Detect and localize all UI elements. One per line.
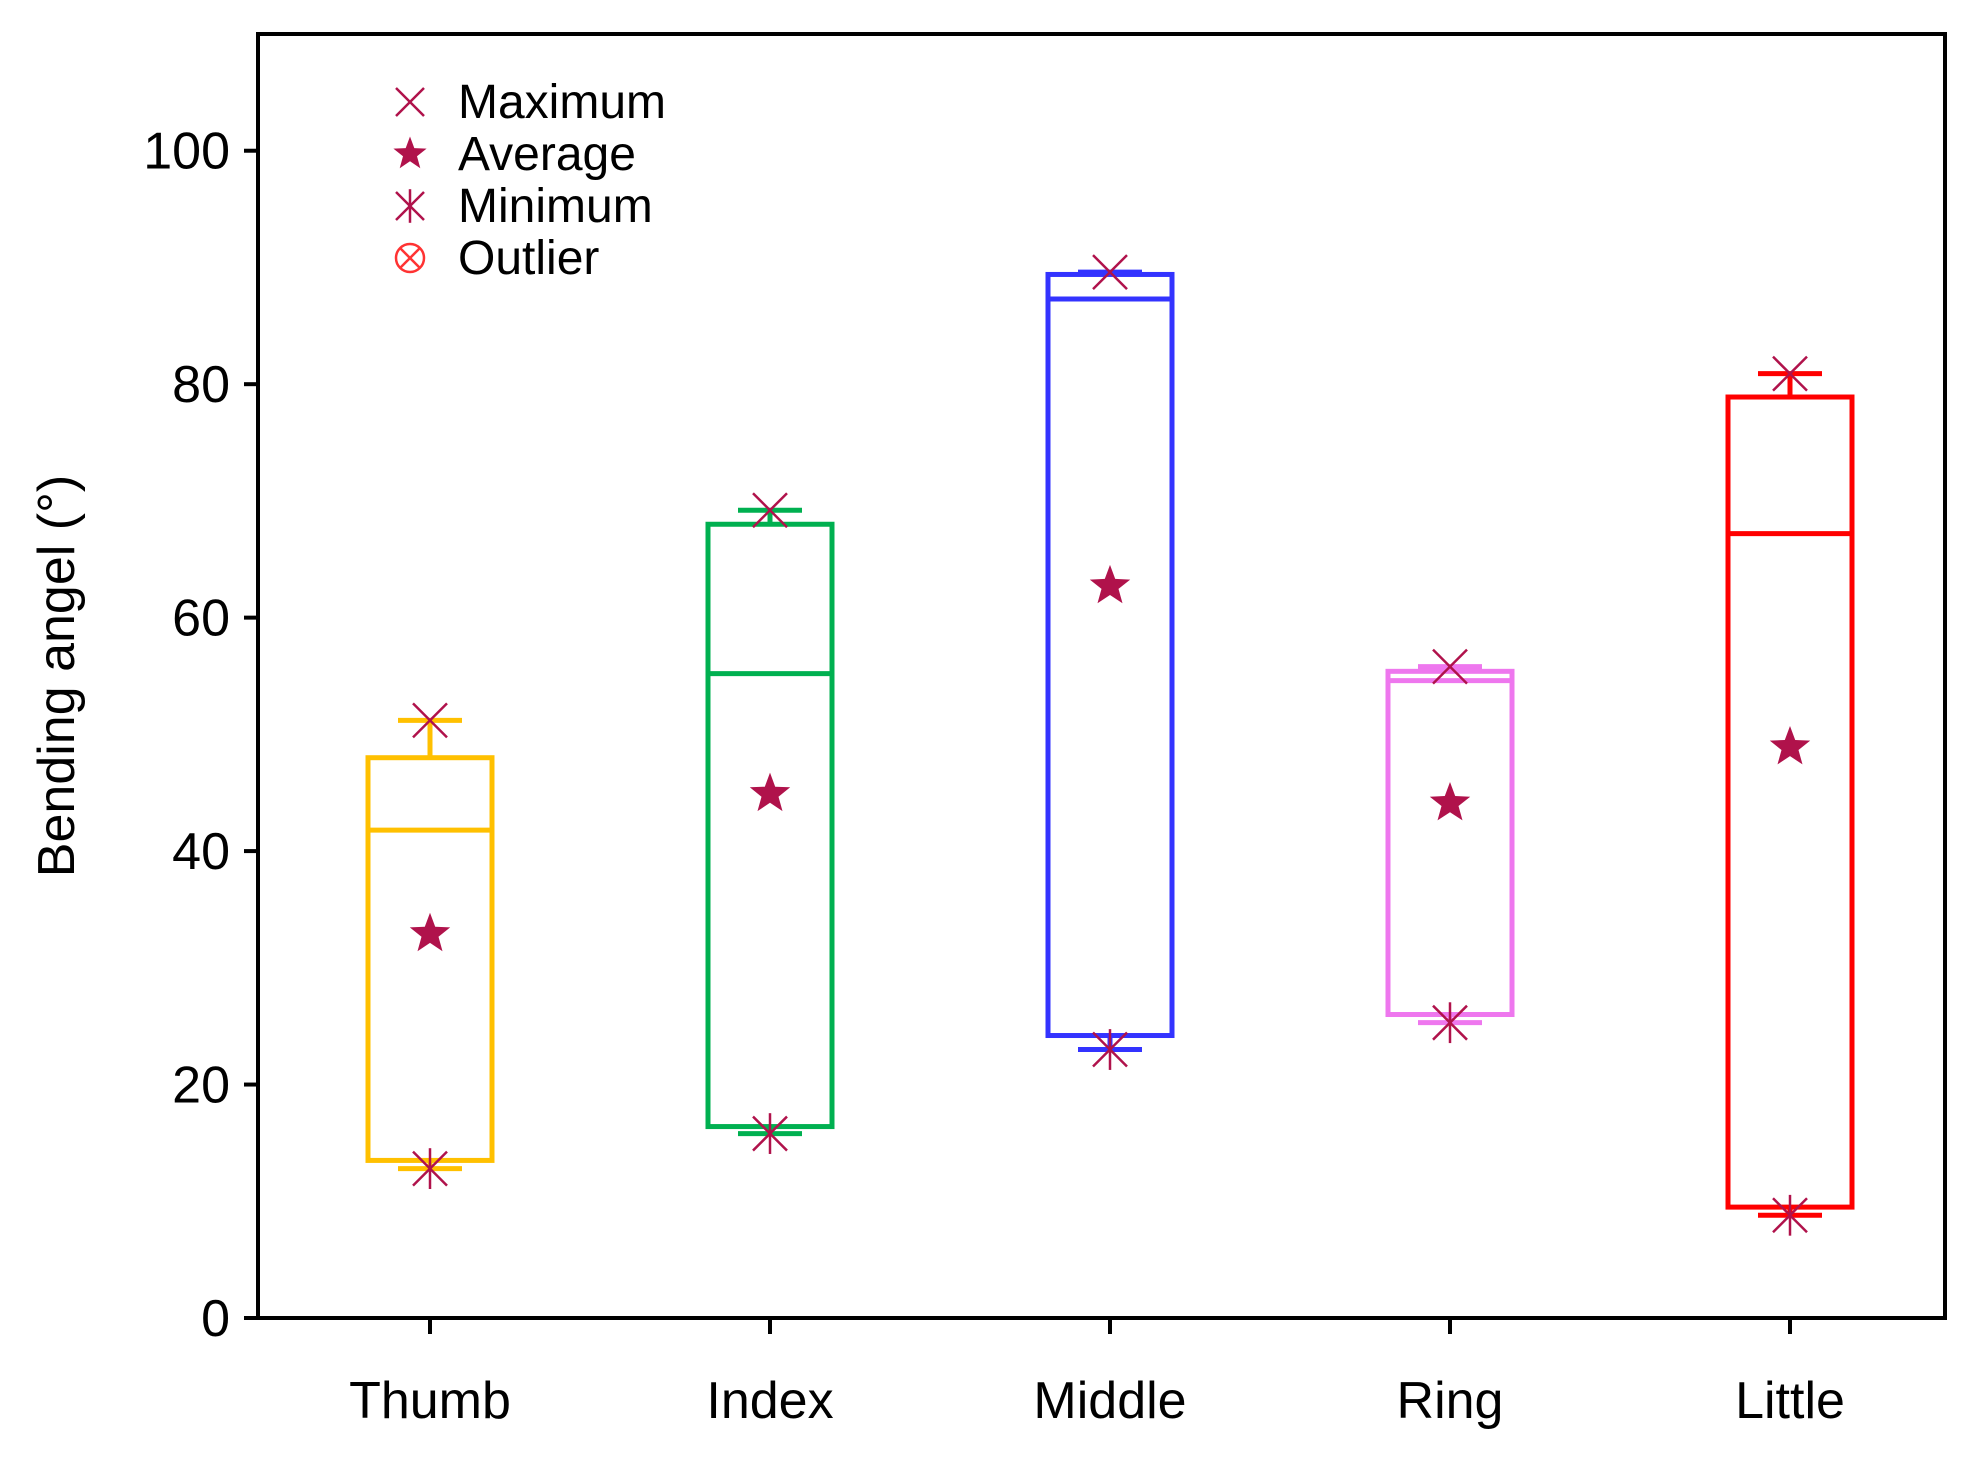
box-thumb: [365, 702, 495, 1189]
legend-marker-average-shape: [393, 136, 427, 169]
average-marker-shape: [409, 912, 451, 952]
y-axis: 0 20 40 60 80 100: [143, 123, 258, 1348]
maximum-marker-stroke-b: [412, 702, 448, 739]
minimum-marker: [1092, 1029, 1128, 1070]
average-marker-shape: [749, 772, 791, 812]
average-marker-shape: [1769, 726, 1811, 765]
maximum-marker: [1432, 648, 1468, 685]
box-body: [1725, 394, 1855, 1210]
x-tick-label-ring: Ring: [1397, 1372, 1504, 1430]
average-marker: [1089, 564, 1131, 604]
legend-label-average: Average: [458, 128, 636, 181]
x-axis: Thumb Index Middle Ring Little: [349, 1318, 1845, 1430]
legend-marker-minimum: [395, 189, 425, 223]
legend-label-minimum: Minimum: [458, 180, 653, 233]
x-tick-label-middle: Middle: [1033, 1372, 1186, 1430]
minimum-marker: [412, 1148, 448, 1189]
y-tick-label: 40: [172, 823, 230, 881]
x-tick-label-index: Index: [706, 1372, 833, 1430]
box-middle: [1045, 254, 1175, 1070]
average-marker: [1769, 726, 1811, 765]
maximum-marker: [752, 492, 788, 529]
minimum-marker: [1432, 1002, 1468, 1044]
legend-marker-outlier-stroke-b: [399, 247, 421, 269]
legend-label-maximum: Maximum: [458, 76, 666, 129]
legend-marker-maximum-stroke-b: [395, 87, 425, 117]
average-marker: [409, 912, 451, 952]
average-marker-shape: [1429, 782, 1471, 821]
x-tick-label-little: Little: [1735, 1372, 1845, 1430]
y-axis-title: Bending angel (°): [28, 475, 86, 877]
maximum-marker-stroke-b: [752, 492, 788, 529]
legend-marker-outlier: [394, 242, 426, 274]
maximum-marker: [1092, 254, 1128, 291]
minimum-marker: [752, 1113, 788, 1154]
box-body: [365, 755, 495, 1163]
average-marker: [749, 772, 791, 812]
plot-frame: [256, 32, 1947, 1320]
minimum-marker: [1772, 1194, 1808, 1236]
maximum-marker: [412, 702, 448, 739]
box-index: [705, 492, 835, 1154]
legend-marker-maximum: [395, 87, 425, 117]
box-ring: [1385, 648, 1515, 1044]
box-body: [1045, 271, 1175, 1039]
legend-label-outlier: Outlier: [458, 232, 599, 285]
box-body: [705, 521, 835, 1130]
legend-marker-average: [393, 136, 427, 169]
box-body: [1385, 668, 1515, 1018]
y-tick-label: 80: [172, 356, 230, 414]
average-marker: [1429, 782, 1471, 821]
maximum-marker: [1772, 355, 1808, 392]
y-tick-label: 0: [201, 1290, 230, 1348]
y-tick-label: 60: [172, 590, 230, 648]
average-marker-shape: [1089, 564, 1131, 604]
y-tick-label: 20: [172, 1057, 230, 1115]
y-tick-label: 100: [143, 123, 230, 181]
maximum-marker-stroke-b: [1432, 648, 1468, 685]
maximum-marker-stroke-b: [1092, 254, 1128, 291]
x-tick-label-thumb: Thumb: [349, 1372, 511, 1430]
legend-marker-outlier-ring: [394, 242, 426, 274]
maximum-marker-stroke-b: [1772, 355, 1808, 392]
box-little: [1725, 355, 1855, 1236]
